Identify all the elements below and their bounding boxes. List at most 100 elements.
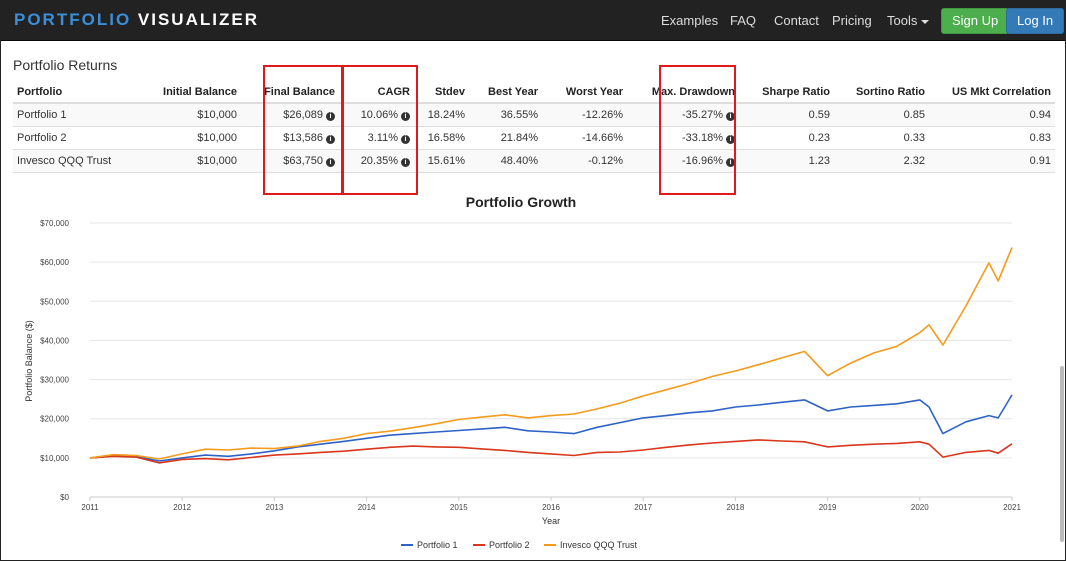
cell-initial-balance: $10,000 bbox=[133, 103, 241, 127]
info-icon[interactable]: i bbox=[326, 134, 335, 144]
x-axis-label: Year bbox=[542, 516, 560, 526]
info-icon[interactable]: i bbox=[401, 134, 410, 144]
cell-max-drawdown: -16.96% i bbox=[627, 149, 739, 173]
info-icon[interactable]: i bbox=[726, 111, 735, 121]
legend-label[interactable]: Portfolio 2 bbox=[489, 540, 530, 550]
info-icon[interactable]: i bbox=[326, 157, 335, 167]
table-row: Portfolio 1 $10,000 $26,089 i 10.06% i 18.… bbox=[13, 103, 1055, 127]
x-tick-label: 2012 bbox=[173, 503, 191, 512]
nav-examples[interactable]: Examples bbox=[661, 13, 719, 28]
cell-portfolio-name: Portfolio 2 bbox=[13, 126, 133, 150]
cell-final-balance: $63,750 i bbox=[241, 149, 339, 173]
brand-part-visualizer: VISUALIZER bbox=[137, 10, 259, 29]
table-row: Portfolio 2 $10,000 $13,586 i 3.11% i 16.5… bbox=[13, 126, 1055, 150]
info-icon[interactable]: i bbox=[326, 111, 335, 121]
portfolio-returns-title: Portfolio Returns bbox=[13, 57, 118, 73]
cell-value: $13,586 bbox=[283, 131, 323, 144]
info-icon[interactable]: i bbox=[401, 111, 410, 121]
scrollbar-thumb[interactable] bbox=[1060, 366, 1064, 542]
x-tick-label: 2016 bbox=[542, 503, 560, 512]
x-tick-label: 2014 bbox=[358, 503, 376, 512]
nav-tools-label: Tools bbox=[887, 13, 918, 28]
legend-label[interactable]: Invesco QQQ Trust bbox=[560, 540, 638, 550]
cell-cagr: 10.06% i bbox=[339, 103, 414, 127]
y-tick-label: $40,000 bbox=[40, 336, 69, 345]
nav-contact[interactable]: Contact bbox=[774, 13, 819, 28]
series-line-portfolio-1[interactable] bbox=[89, 394, 1013, 462]
header-sortino-ratio[interactable]: Sortino Ratio bbox=[834, 81, 929, 104]
header-best-year[interactable]: Best Year bbox=[469, 81, 542, 104]
cell-final-balance: $26,089 i bbox=[241, 103, 339, 127]
header-stdev[interactable]: Stdev bbox=[414, 81, 469, 104]
header-cagr[interactable]: CAGR bbox=[339, 81, 414, 104]
series-line-portfolio-2[interactable] bbox=[89, 439, 1013, 464]
header-portfolio[interactable]: Portfolio bbox=[13, 81, 133, 104]
header-max-drawdown[interactable]: Max. Drawdown bbox=[627, 81, 739, 104]
legend-label[interactable]: Portfolio 1 bbox=[417, 540, 458, 550]
y-tick-label: $30,000 bbox=[40, 376, 69, 385]
cell-value: $63,750 bbox=[283, 154, 323, 167]
x-tick-label: 2011 bbox=[81, 503, 99, 512]
cell-sortino-ratio: 0.33 bbox=[834, 126, 929, 150]
y-axis-ticks: $0 $10,000 $20,000 $30,000 $40,000 $50,000 $60… bbox=[40, 219, 69, 502]
x-axis-ticks: 2011 2012 2013 2014 2015 2016 2017 2018 2019 2020… bbox=[81, 497, 1021, 512]
nav-tools[interactable]: Tools bbox=[887, 13, 930, 28]
portfolio-growth-chart: Portfolio Growth $0 $10,000 $20,000 $30,000… bbox=[24, 194, 1021, 550]
cell-worst-year: -12.26% bbox=[542, 103, 627, 127]
header-final-balance[interactable]: Final Balance bbox=[241, 81, 339, 104]
cell-final-balance: $13,586 i bbox=[241, 126, 339, 150]
chart-series bbox=[89, 247, 1013, 464]
x-tick-label: 2018 bbox=[727, 503, 745, 512]
brand-logo[interactable]: PORTFOLIO VISUALIZER bbox=[14, 10, 259, 30]
log-in-button[interactable]: Log In bbox=[1006, 8, 1065, 34]
chart-legend: Portfolio 1 Portfolio 2 Invesco QQQ Trust bbox=[401, 540, 638, 550]
cell-stdev: 15.61% bbox=[414, 149, 469, 173]
y-tick-label: $60,000 bbox=[40, 258, 69, 267]
x-tick-label: 2021 bbox=[1003, 503, 1021, 512]
cell-sortino-ratio: 0.85 bbox=[834, 103, 929, 127]
cell-best-year: 21.84% bbox=[469, 126, 542, 150]
cell-value: -33.18% bbox=[682, 131, 723, 144]
cell-max-drawdown: -33.18% i bbox=[627, 126, 739, 150]
x-tick-label: 2017 bbox=[634, 503, 652, 512]
y-tick-label: $20,000 bbox=[40, 415, 69, 424]
cell-us-mkt-correlation: 0.94 bbox=[929, 103, 1055, 127]
cell-cagr: 3.11% i bbox=[339, 126, 414, 150]
cell-initial-balance: $10,000 bbox=[133, 126, 241, 150]
cell-value: 10.06% bbox=[360, 108, 398, 121]
chart-title: Portfolio Growth bbox=[466, 194, 576, 210]
info-icon[interactable]: i bbox=[726, 134, 735, 144]
info-icon[interactable]: i bbox=[726, 157, 735, 167]
cell-sortino-ratio: 2.32 bbox=[834, 149, 929, 173]
cell-best-year: 36.55% bbox=[469, 103, 542, 127]
cell-max-drawdown: -35.27% i bbox=[627, 103, 739, 127]
cell-sharpe-ratio: 0.59 bbox=[739, 103, 834, 127]
table-row: Invesco QQQ Trust $10,000 $63,750 i 20.35… bbox=[13, 149, 1055, 173]
info-icon[interactable]: i bbox=[401, 157, 410, 167]
cell-worst-year: -14.66% bbox=[542, 126, 627, 150]
brand-part-portfolio: PORTFOLIO bbox=[14, 10, 132, 29]
header-worst-year[interactable]: Worst Year bbox=[542, 81, 627, 104]
cell-sharpe-ratio: 0.23 bbox=[739, 126, 834, 150]
header-initial-balance[interactable]: Initial Balance bbox=[133, 81, 241, 104]
sign-up-button[interactable]: Sign Up bbox=[941, 8, 1010, 34]
cell-portfolio-name: Invesco QQQ Trust bbox=[13, 149, 133, 173]
nav-pricing[interactable]: Pricing bbox=[832, 13, 872, 28]
cell-worst-year: -0.12% bbox=[542, 149, 627, 173]
cell-portfolio-name: Portfolio 1 bbox=[13, 103, 133, 127]
top-navbar: PORTFOLIO VISUALIZER Examples FAQ Contac… bbox=[1, 1, 1065, 41]
y-tick-label: $0 bbox=[60, 493, 69, 502]
y-tick-label: $50,000 bbox=[40, 297, 69, 306]
cell-us-mkt-correlation: 0.91 bbox=[929, 149, 1055, 173]
series-line-invesco-qqq-trust[interactable] bbox=[89, 247, 1013, 460]
y-tick-label: $10,000 bbox=[40, 454, 69, 463]
cell-value: $26,089 bbox=[283, 108, 323, 121]
caret-down-icon bbox=[921, 19, 930, 24]
nav-faq[interactable]: FAQ bbox=[730, 13, 757, 28]
cell-value: -16.96% bbox=[682, 154, 723, 167]
header-us-mkt-correlation[interactable]: US Mkt Correlation bbox=[929, 81, 1055, 104]
header-sharpe-ratio[interactable]: Sharpe Ratio bbox=[739, 81, 834, 104]
cell-value: 20.35% bbox=[360, 154, 398, 167]
cell-value: 3.11% bbox=[367, 131, 398, 144]
